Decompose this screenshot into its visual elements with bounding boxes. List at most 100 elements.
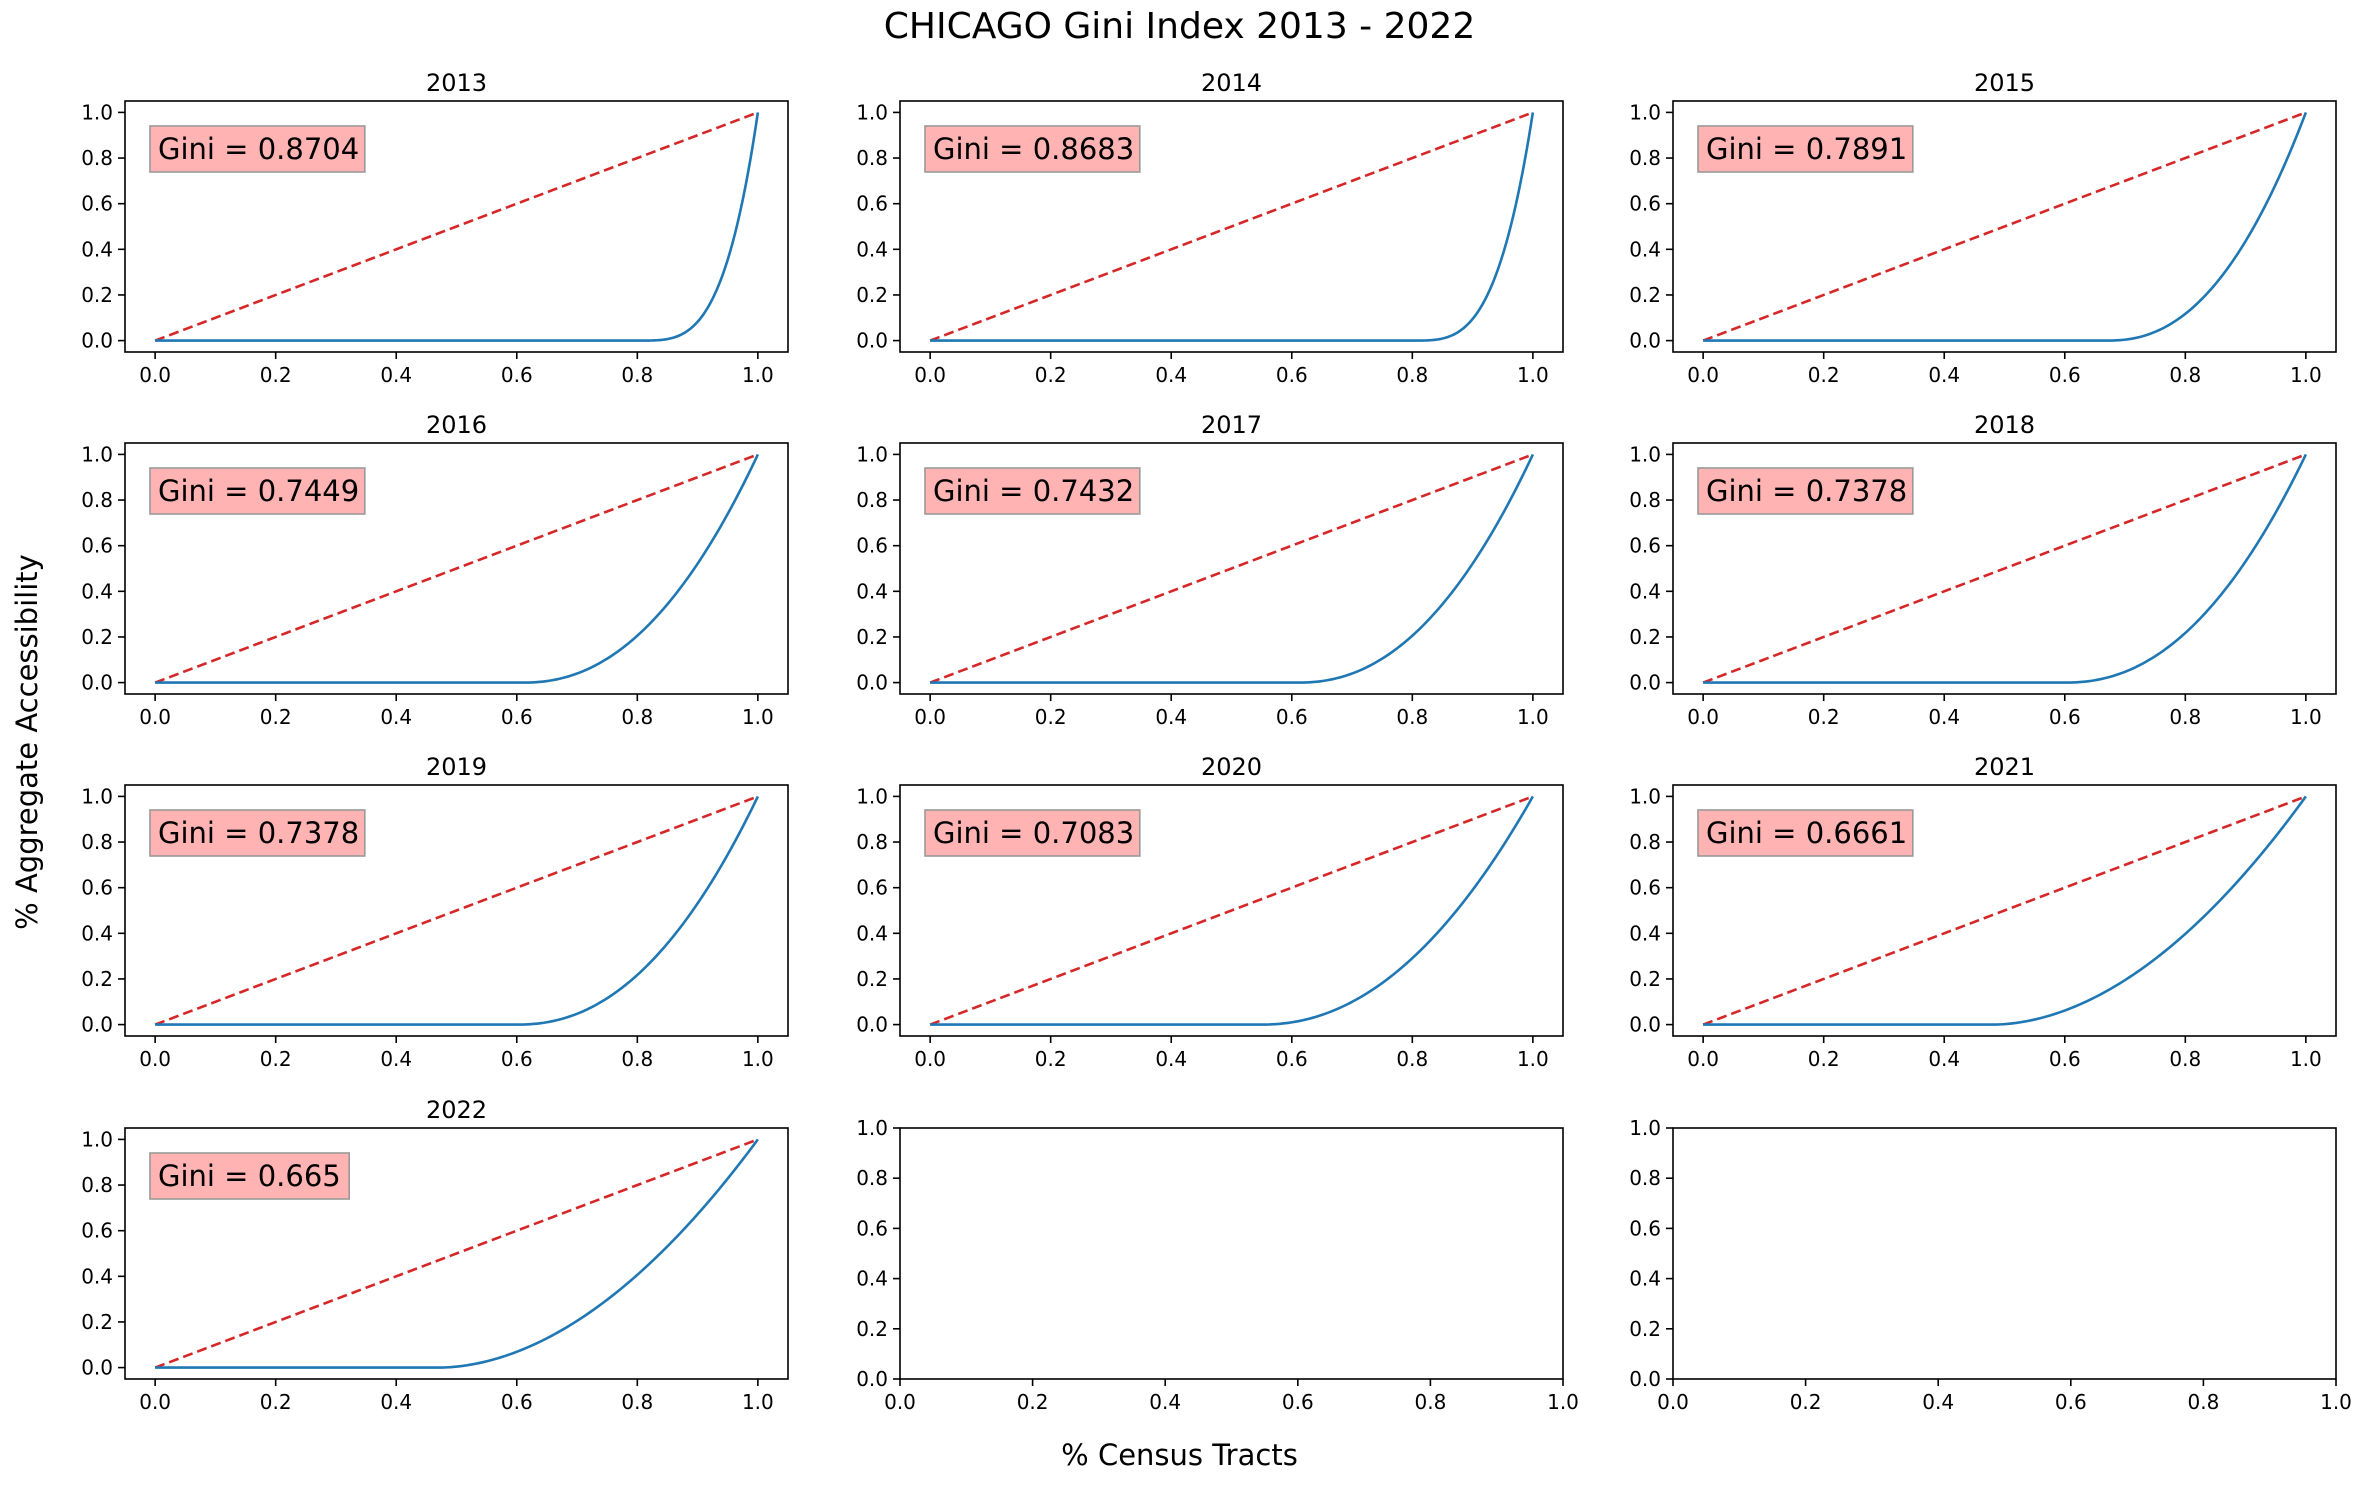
x-tick-label: 0.2 [260, 705, 292, 729]
lorenz-curve [155, 795, 760, 1026]
y-tick-label: 1.0 [856, 442, 888, 466]
x-tick-label: 0.2 [260, 1390, 292, 1414]
subplot-2018: 0.0 0.2 0.4 0.6 0.8 1.0 0.0 0.2 0.4 0.6 0.8 1.0 Gini… [1629, 411, 2337, 729]
y-tick-label: 0.2 [1629, 967, 1661, 991]
gini-box [924, 809, 1141, 857]
subplot-title: 2020 [1201, 753, 1262, 781]
x-tick-label: 0.4 [380, 1390, 412, 1414]
x-tick-label: 0.8 [621, 705, 653, 729]
lorenz-curve [930, 795, 1534, 1026]
gini-label: Gini = 0.7083 [933, 816, 1134, 850]
y-tick-label: 0.4 [1629, 237, 1661, 261]
y-tick-label: 0.6 [856, 1216, 888, 1240]
x-tick-label: 0.8 [1414, 1390, 1446, 1414]
y-tick-label: 0.0 [81, 1356, 113, 1380]
y-tick-label: 1.0 [1629, 784, 1661, 808]
gini-box [1697, 467, 1914, 515]
y-tick-label: 0.2 [81, 1310, 113, 1334]
y-tick-label: 0.2 [856, 625, 888, 649]
x-tick-label: 0.8 [621, 363, 653, 387]
x-tick-label: 0.0 [1687, 363, 1719, 387]
y-tick-label: 0.8 [1629, 146, 1661, 170]
axes-frame [1672, 1127, 2337, 1380]
y-tick-label: 1.0 [856, 784, 888, 808]
y-tick-label: 0.0 [81, 1013, 113, 1037]
subplot-title: 2019 [426, 753, 487, 781]
y-tick-label: 0.6 [81, 534, 113, 558]
y-tick-label: 1.0 [81, 100, 113, 124]
y-tick-label: 1.0 [856, 100, 888, 124]
axes-frame [899, 784, 1564, 1037]
subplot-empty-11: 0.0 0.2 0.4 0.6 0.8 1.0 0.0 0.2 0.4 0.6 0.8 1.0 [1629, 1116, 2352, 1414]
x-tick-label: 0.6 [501, 705, 533, 729]
x-tick-label: 0.4 [1928, 1047, 1960, 1071]
subplot-title: 2015 [1974, 69, 2035, 97]
equality-line [1702, 795, 2307, 1026]
x-tick-label: 0.4 [1928, 705, 1960, 729]
lorenz-curve [1703, 453, 2308, 684]
equality-line [929, 453, 1534, 684]
x-tick-label: 0.6 [1276, 363, 1308, 387]
y-tick-label: 0.4 [81, 579, 113, 603]
x-tick-label: 0.6 [501, 1047, 533, 1071]
y-tick-label: 0.2 [1629, 283, 1661, 307]
y-tick-label: 0.6 [81, 192, 113, 216]
x-tick-label: 0.0 [1657, 1390, 1689, 1414]
subplot-title: 2021 [1974, 753, 2035, 781]
x-tick-label: 0.6 [2049, 705, 2081, 729]
x-tick-label: 1.0 [742, 363, 774, 387]
y-tick-label: 0.4 [1629, 921, 1661, 945]
x-tick-label: 0.8 [1396, 1047, 1428, 1071]
y-tick-label: 1.0 [1629, 1116, 1661, 1140]
y-tick-label: 0.2 [856, 283, 888, 307]
x-tick-label: 0.0 [1687, 1047, 1719, 1071]
x-tick-label: 0.4 [380, 1047, 412, 1071]
x-tick-label: 0.8 [2169, 705, 2201, 729]
x-tick-label: 0.2 [1808, 1047, 1840, 1071]
x-tick-label: 0.0 [914, 1047, 946, 1071]
lorenz-curve [155, 112, 760, 342]
y-tick-label: 0.2 [81, 625, 113, 649]
equality-line [154, 795, 759, 1026]
x-tick-label: 1.0 [1517, 1047, 1549, 1071]
x-tick-label: 0.4 [380, 363, 412, 387]
y-tick-label: 0.2 [81, 283, 113, 307]
gini-label: Gini = 0.7891 [1706, 132, 1907, 166]
x-tick-label: 0.8 [2169, 1047, 2201, 1071]
y-tick-label: 0.0 [1629, 671, 1661, 695]
x-tick-label: 0.6 [1276, 1047, 1308, 1071]
gini-label: Gini = 0.7432 [933, 474, 1134, 508]
x-tick-label: 0.0 [914, 363, 946, 387]
y-tick-label: 0.6 [81, 1219, 113, 1243]
subplot-2016: 0.0 0.2 0.4 0.6 0.8 1.0 0.0 0.2 0.4 0.6 0.8 1.0 Gini… [81, 411, 789, 729]
axes-frame [899, 442, 1564, 695]
gini-box [149, 467, 366, 515]
x-tick-label: 0.8 [2187, 1390, 2219, 1414]
y-tick-label: 0.0 [1629, 329, 1661, 353]
subplot-title: 2022 [426, 1096, 487, 1124]
gini-label: Gini = 0.7449 [158, 474, 359, 508]
subplot-title: 2014 [1201, 69, 1262, 97]
lorenz-curve [155, 1138, 759, 1369]
x-tick-label: 1.0 [2290, 363, 2322, 387]
x-tick-label: 0.0 [139, 1047, 171, 1071]
y-tick-label: 0.6 [856, 192, 888, 216]
y-tick-label: 0.2 [1629, 625, 1661, 649]
y-tick-label: 0.8 [856, 146, 888, 170]
lorenz-curve [1703, 795, 2307, 1026]
x-tick-label: 1.0 [2290, 705, 2322, 729]
lorenz-curve [930, 453, 1535, 684]
axes-frame [899, 1127, 1564, 1380]
x-tick-label: 0.2 [260, 363, 292, 387]
equality-line [1702, 453, 2307, 684]
gini-box [1697, 125, 1914, 173]
x-tick-label: 0.0 [884, 1390, 916, 1414]
x-tick-label: 0.0 [139, 1390, 171, 1414]
y-tick-label: 0.8 [1629, 488, 1661, 512]
x-tick-label: 0.6 [2055, 1390, 2087, 1414]
x-tick-label: 0.8 [1396, 705, 1428, 729]
axes-frame [124, 100, 789, 353]
x-tick-label: 0.4 [1155, 1047, 1187, 1071]
y-tick-label: 0.8 [1629, 830, 1661, 854]
